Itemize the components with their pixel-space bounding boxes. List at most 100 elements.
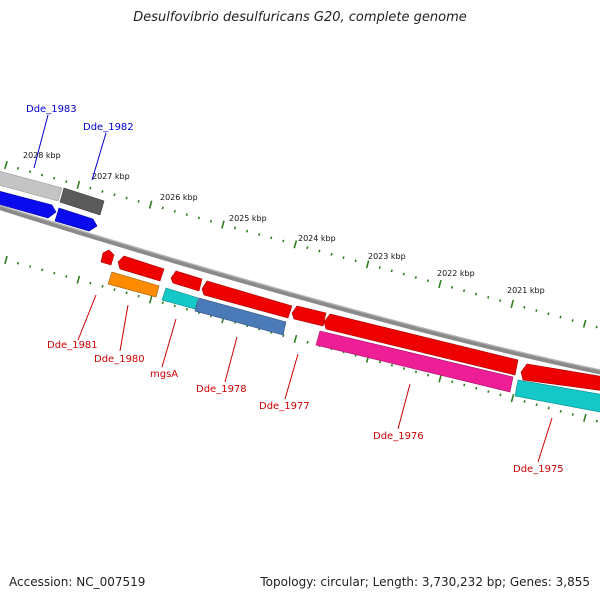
inner-tick: [161, 301, 164, 305]
kbp-tick: [270, 236, 273, 240]
inner-tick: [535, 403, 538, 407]
kbp-tick: [29, 170, 32, 174]
kbp-tick: [258, 233, 261, 236]
gene-arrow-dde1977[interactable]: [291, 305, 327, 327]
inner-tick: [89, 281, 92, 285]
kbp-tick: [426, 279, 429, 283]
kbp-tick: [582, 319, 587, 328]
kbp-tick: [559, 315, 562, 319]
kbp-tick: [125, 196, 128, 200]
kbp-tick: [414, 276, 417, 279]
inner-tick: [487, 390, 490, 393]
kbp-tick: [306, 246, 309, 250]
gene-label-dde1980[interactable]: Dde_1980: [94, 354, 145, 365]
kbp-tick: [113, 193, 116, 197]
inner-tick: [148, 295, 153, 304]
kbp-label-2023: 2023 kbp: [368, 252, 406, 261]
kbp-tick: [499, 299, 502, 303]
inner-tick: [583, 413, 587, 422]
kbp-tick: [438, 279, 442, 289]
kbp-tick: [318, 249, 321, 253]
kbp-label-2026: 2026 kbp: [160, 193, 198, 202]
gene-arrow-darkgray[interactable]: [59, 187, 105, 216]
inner-tick: [282, 334, 285, 338]
kbp-tick: [65, 180, 68, 183]
gene-labels: Dde_1983 Dde_1982 Dde_1981 Dde_1980 mgsA…: [26, 104, 564, 475]
inner-tick: [41, 268, 44, 272]
gene-label-dde1976[interactable]: Dde_1976: [373, 431, 424, 442]
gene-label-dde1983[interactable]: Dde_1983: [26, 104, 77, 115]
inner-tick: [65, 275, 68, 278]
inner-tick: [125, 291, 128, 295]
kbp-tick: [595, 325, 598, 329]
inner-tick: [293, 334, 298, 344]
gene-arrow-red-2[interactable]: [170, 270, 203, 292]
kbp-tick: [450, 285, 454, 289]
kbp-tick: [16, 166, 20, 170]
gene-arrow-red-right[interactable]: [520, 363, 600, 391]
kbp-tick: [365, 260, 370, 269]
kbp-label-2028: 2028 kbp: [23, 151, 61, 160]
gene-arrow-small-red[interactable]: [100, 249, 115, 266]
topology-text: Topology: circular; Length: 3,730,232 bp…: [260, 575, 590, 589]
gene-arrow-dde1976[interactable]: [315, 330, 514, 393]
kbp-tick: [402, 272, 405, 276]
inner-tick: [595, 419, 598, 423]
inner-tick: [137, 294, 140, 298]
kbp-label-2025: 2025 kbp: [229, 214, 267, 223]
gene-label-mgsA[interactable]: mgsA: [150, 369, 178, 380]
gene-label-dde1978[interactable]: Dde_1978: [196, 384, 247, 395]
kbp-tick: [354, 259, 357, 263]
kbp-tick: [4, 160, 8, 170]
kbp-tick: [137, 199, 140, 203]
inner-tick: [523, 400, 526, 403]
inner-tick: [499, 393, 502, 397]
kbp-tick: [89, 186, 92, 190]
gene-arrow-mgsA[interactable]: [161, 287, 199, 310]
gene-label-dde1975[interactable]: Dde_1975: [513, 464, 564, 475]
gene-arrow-dde1983[interactable]: [0, 190, 57, 219]
inner-tick: [571, 413, 574, 416]
gene-arrow-dde1980[interactable]: [107, 271, 160, 298]
inner-tick: [510, 394, 515, 403]
gene-label-dde1981[interactable]: Dde_1981: [47, 340, 98, 351]
kbp-tick: [53, 176, 56, 180]
kbp-labels: 2028 kbp 2027 kbp 2026 kbp 2025 kbp 2024…: [23, 151, 545, 295]
kbp-tick: [185, 213, 188, 217]
gene-label-dde1977[interactable]: Dde_1977: [259, 401, 310, 412]
kbp-tick: [246, 229, 249, 233]
gene-arrow-gray[interactable]: [0, 170, 63, 202]
gene-arrow-dde1978[interactable]: [194, 297, 287, 336]
kbp-tick: [571, 319, 574, 322]
inner-tick: [547, 406, 550, 410]
accession-text: Accession: NC_007519: [9, 575, 146, 589]
gene-label-dde1982[interactable]: Dde_1982: [83, 122, 134, 133]
kbp-tick: [475, 292, 478, 296]
inner-tick: [463, 383, 466, 387]
gene-arrow-red-long[interactable]: [323, 313, 519, 376]
kbp-label-2021: 2021 kbp: [507, 286, 545, 295]
kbp-tick-ring: [4, 160, 598, 329]
gene-arrow-red-3[interactable]: [201, 280, 293, 319]
genome-backbone: [0, 204, 600, 375]
kbp-label-2024: 2024 kbp: [298, 234, 336, 243]
kbp-tick: [197, 216, 200, 220]
inner-tick: [438, 374, 442, 383]
inner-tick: [101, 284, 104, 288]
inner-tick: [4, 255, 8, 265]
kbp-label-2022: 2022 kbp: [437, 269, 475, 278]
map-title: Desulfovibrio desulfuricans G20, complet…: [133, 10, 467, 25]
gene-arrow-dde1981[interactable]: [117, 255, 165, 282]
gene-arrow-dde1975[interactable]: [514, 379, 600, 413]
kbp-tick: [510, 299, 515, 309]
kbp-tick: [535, 309, 538, 312]
label-leaders: [33, 114, 553, 463]
inner-tick: [402, 367, 406, 370]
kbp-tick: [547, 312, 550, 316]
inner-tick: [306, 340, 309, 344]
kbp-tick: [390, 269, 393, 273]
gene-arrow-dde1982[interactable]: [54, 207, 98, 232]
kbp-tick: [342, 256, 345, 260]
kbp-tick: [487, 295, 490, 299]
